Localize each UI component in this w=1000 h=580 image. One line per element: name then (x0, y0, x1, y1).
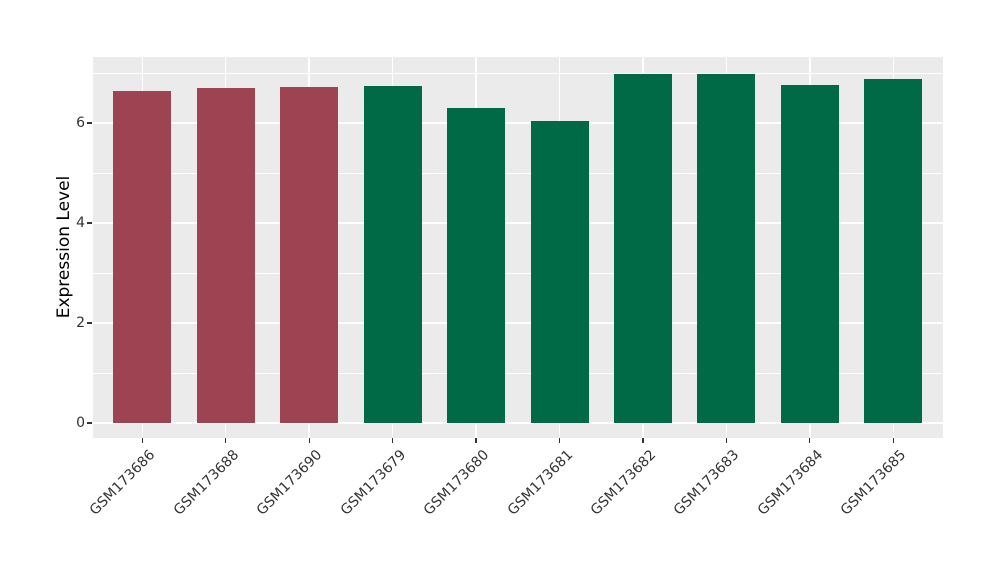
x-tick-mark (141, 438, 143, 443)
bar (196, 88, 255, 423)
x-tick-mark (225, 438, 227, 443)
major-gridline (93, 322, 943, 324)
major-gridline (93, 122, 943, 124)
y-tick-label: 0 (76, 415, 85, 431)
x-tick-mark (892, 438, 894, 443)
bar (864, 78, 923, 423)
minor-gridline (93, 272, 943, 274)
x-tick-mark (475, 438, 477, 443)
plot-panel (93, 57, 943, 438)
bar (363, 85, 422, 423)
y-tick-mark (87, 222, 92, 224)
bar (613, 74, 672, 423)
minor-gridline (93, 372, 943, 374)
major-gridline (93, 422, 943, 424)
bar (447, 107, 506, 423)
y-tick-mark (87, 122, 92, 124)
bar (280, 86, 339, 423)
major-gridline (93, 222, 943, 224)
x-tick-mark (809, 438, 811, 443)
x-tick-mark (725, 438, 727, 443)
y-tick-label: 2 (76, 315, 85, 331)
minor-gridline (93, 172, 943, 174)
minor-gridline (93, 72, 943, 74)
bar (530, 121, 589, 423)
bar (113, 91, 172, 423)
x-tick-mark (308, 438, 310, 443)
x-tick-mark (392, 438, 394, 443)
x-tick-mark (642, 438, 644, 443)
y-tick-mark (87, 422, 92, 424)
bar (780, 85, 839, 423)
y-tick-label: 4 (76, 215, 85, 231)
y-tick-label: 6 (76, 115, 85, 131)
bar (697, 74, 756, 423)
y-tick-mark (87, 322, 92, 324)
x-tick-mark (558, 438, 561, 443)
y-axis-title: Expression Level (54, 175, 74, 319)
